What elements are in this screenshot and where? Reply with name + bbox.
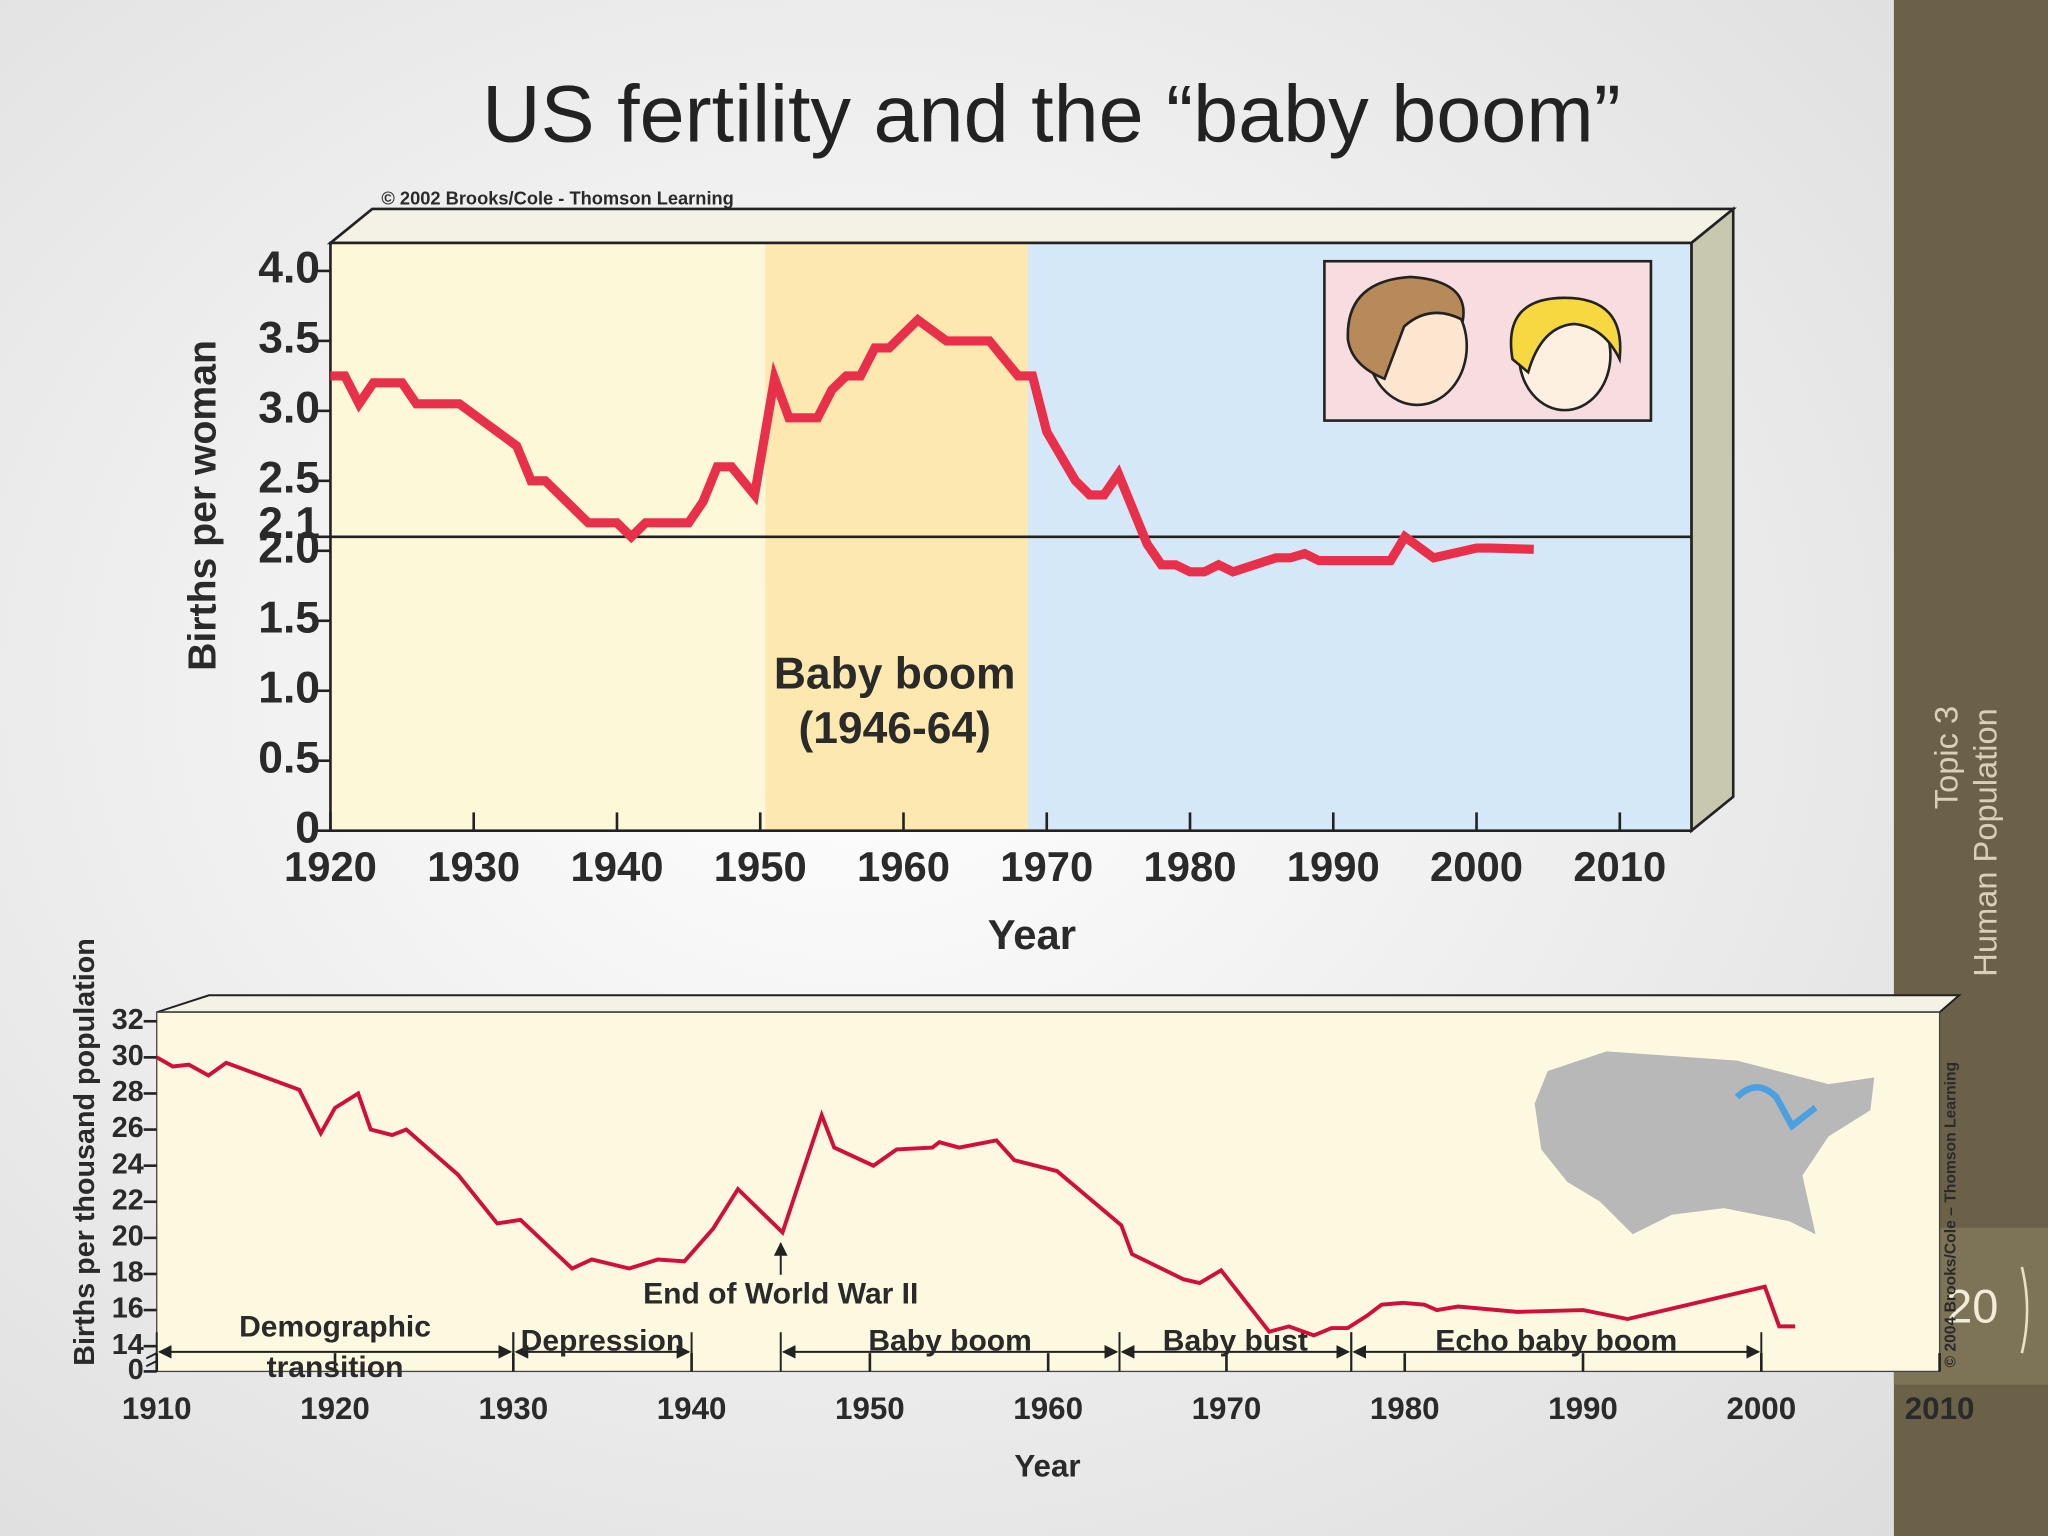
annotation: (1946-64)	[798, 704, 990, 753]
frame-top	[156, 994, 1962, 1014]
frame-side	[1690, 206, 1735, 834]
credit: © 2004 Brooks/Cole – Thomson Learning	[1942, 1062, 1959, 1368]
girl-hair	[1509, 296, 1622, 375]
x-tick-label: 1940	[570, 843, 663, 890]
y-tick-label: 4.0	[258, 244, 320, 293]
y-tick-label: 30	[112, 1040, 144, 1072]
x-tick-label: 1990	[1287, 843, 1380, 890]
data-line	[155, 1055, 1796, 1338]
x-tick-label: 2000	[1726, 1391, 1796, 1426]
y-tick-label: 16	[112, 1293, 144, 1325]
frame-top	[326, 207, 1737, 245]
x-tick-label: 1920	[300, 1391, 370, 1426]
period-label: Depression	[521, 1325, 685, 1358]
y-tick-label: 26	[112, 1112, 144, 1144]
x-tick-label: 1930	[478, 1391, 548, 1426]
x-tick-label: 2010	[1573, 843, 1666, 890]
x-axis-label: Year	[988, 911, 1076, 958]
y-tick-label: 2.0	[258, 524, 320, 573]
x-tick-label: 1960	[1013, 1391, 1083, 1426]
us-map	[1534, 1051, 1875, 1235]
x-axis-label: Year	[1014, 1448, 1080, 1483]
sidebar-text: Human Population	[1967, 708, 2004, 977]
x-tick-label: 1970	[1192, 1391, 1262, 1426]
x-tick-label: 2000	[1430, 843, 1523, 890]
period-label: Demographic	[239, 1310, 431, 1343]
event-label: End of World War II	[643, 1278, 918, 1311]
x-tick-label: 1980	[1370, 1391, 1440, 1426]
faces-image	[1323, 259, 1653, 422]
y-tick-label: 0	[128, 1354, 144, 1386]
sidebar-text: Topic 3	[1927, 706, 1964, 809]
y-tick-label: 1.5	[258, 594, 320, 643]
period-label: Echo baby boom	[1435, 1325, 1677, 1358]
y-tick-label: 3.5	[258, 314, 320, 363]
y-tick-label: 3.0	[258, 384, 320, 433]
x-tick-label: 1970	[1000, 843, 1093, 890]
reference-label: 2.1	[258, 499, 320, 548]
credit: © 2002 Brooks/Cole - Thomson Learning	[381, 188, 733, 209]
y-tick-label: 28	[112, 1076, 144, 1108]
period-label: transition	[267, 1351, 404, 1384]
y-axis-label: Births per woman	[181, 340, 224, 671]
great-lakes	[1734, 1084, 1818, 1131]
y-tick-label: 0.5	[258, 733, 320, 782]
y-tick-label: 0	[295, 803, 320, 852]
x-tick-label: 1980	[1144, 843, 1237, 890]
x-tick-label: 1950	[714, 843, 807, 890]
slide-title: US fertility and the “baby boom”	[482, 70, 1621, 160]
x-tick-label: 1960	[857, 843, 950, 890]
x-tick-label: 1920	[284, 843, 377, 890]
y-tick-label: 24	[112, 1148, 144, 1180]
x-tick-label: 1990	[1548, 1391, 1618, 1426]
period-label: Baby boom	[868, 1325, 1032, 1358]
y-tick-label: 22	[112, 1184, 144, 1216]
y-tick-label: 2.5	[258, 454, 320, 503]
axis-break	[145, 1352, 158, 1368]
x-tick-label: 2010	[1905, 1391, 1975, 1426]
annotation: Baby boom	[774, 649, 1016, 698]
x-tick-label: 1950	[835, 1391, 905, 1426]
y-tick-label: 20	[112, 1220, 144, 1252]
y-tick-label: 14	[112, 1329, 144, 1361]
page-number: 20	[1946, 1279, 1998, 1332]
x-tick-label: 1940	[657, 1391, 727, 1426]
data-line	[330, 313, 1534, 577]
x-tick-label: 1910	[122, 1391, 192, 1426]
x-tick-label: 1930	[427, 843, 520, 890]
y-tick-label: 1.0	[258, 663, 320, 712]
y-axis-label: Births per thousand population	[69, 938, 101, 1366]
y-tick-label: 32	[112, 1004, 144, 1036]
boy-hair	[1346, 275, 1465, 381]
y-tick-label: 18	[112, 1257, 144, 1289]
period-label: Baby bust	[1163, 1325, 1308, 1358]
